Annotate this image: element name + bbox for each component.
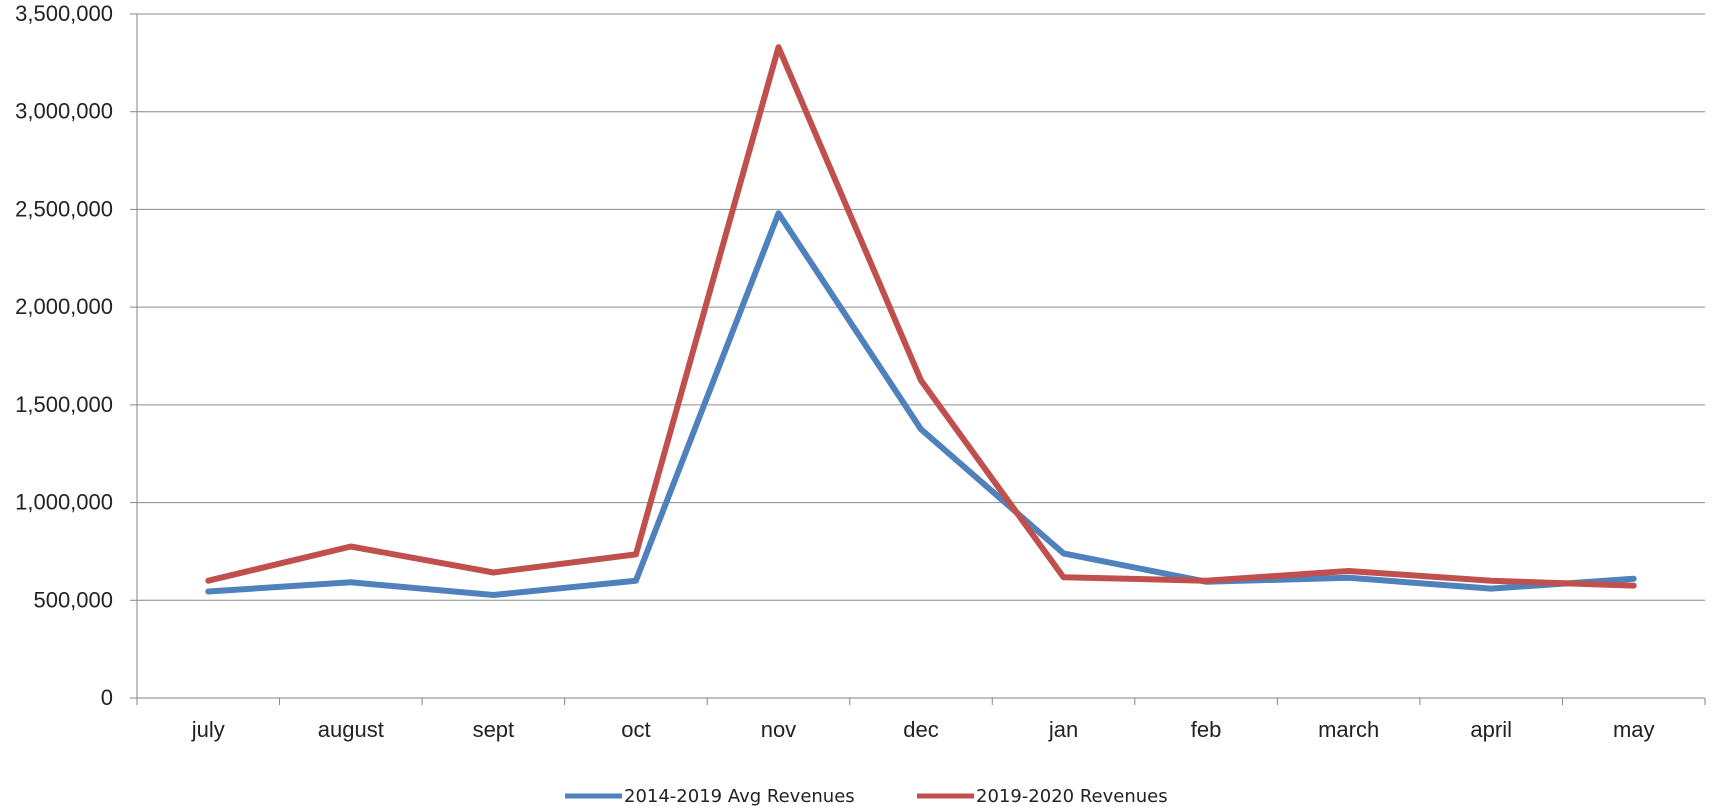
x-tick-label: oct xyxy=(621,717,650,742)
y-tick-label: 3,000,000 xyxy=(15,99,113,124)
y-tick-label: 2,000,000 xyxy=(15,294,113,319)
gridlines xyxy=(137,13,1705,699)
y-tick-label: 1,000,000 xyxy=(15,490,113,515)
y-tick-label: 2,500,000 xyxy=(15,196,113,221)
series-line-2 xyxy=(205,44,1637,589)
x-tick-label: sept xyxy=(473,717,515,742)
x-axis xyxy=(136,14,1706,705)
y-tick-label: 3,500,000 xyxy=(15,1,113,26)
legend-label-series-2: 2019-2020 Revenues xyxy=(976,786,1168,807)
x-tick-label: nov xyxy=(761,717,796,742)
y-axis-tick-labels: 0 500,000 1,000,000 1,500,000 2,000,000 2,500… xyxy=(15,1,137,710)
y-tick-label: 0 xyxy=(101,685,113,710)
x-tick-label: march xyxy=(1318,717,1379,742)
series-line-1 xyxy=(205,210,1637,598)
legend: 2014-2019 Avg Revenues 2019-2020 Revenue… xyxy=(565,786,1168,807)
x-tick-label: may xyxy=(1613,717,1655,742)
x-tick-label: dec xyxy=(903,717,938,742)
x-tick-label: feb xyxy=(1191,717,1222,742)
series-lines xyxy=(205,44,1637,598)
legend-label-series-1: 2014-2019 Avg Revenues xyxy=(624,786,855,807)
x-tick-label: july xyxy=(191,717,225,742)
y-tick-label: 1,500,000 xyxy=(15,392,113,417)
x-axis-tick-labels: july august sept oct nov dec jan feb march april m… xyxy=(191,717,1655,742)
x-tick-label: august xyxy=(318,717,384,742)
y-tick-label: 500,000 xyxy=(33,587,113,612)
x-tick-label: jan xyxy=(1048,717,1078,742)
x-tick-label: april xyxy=(1470,717,1512,742)
